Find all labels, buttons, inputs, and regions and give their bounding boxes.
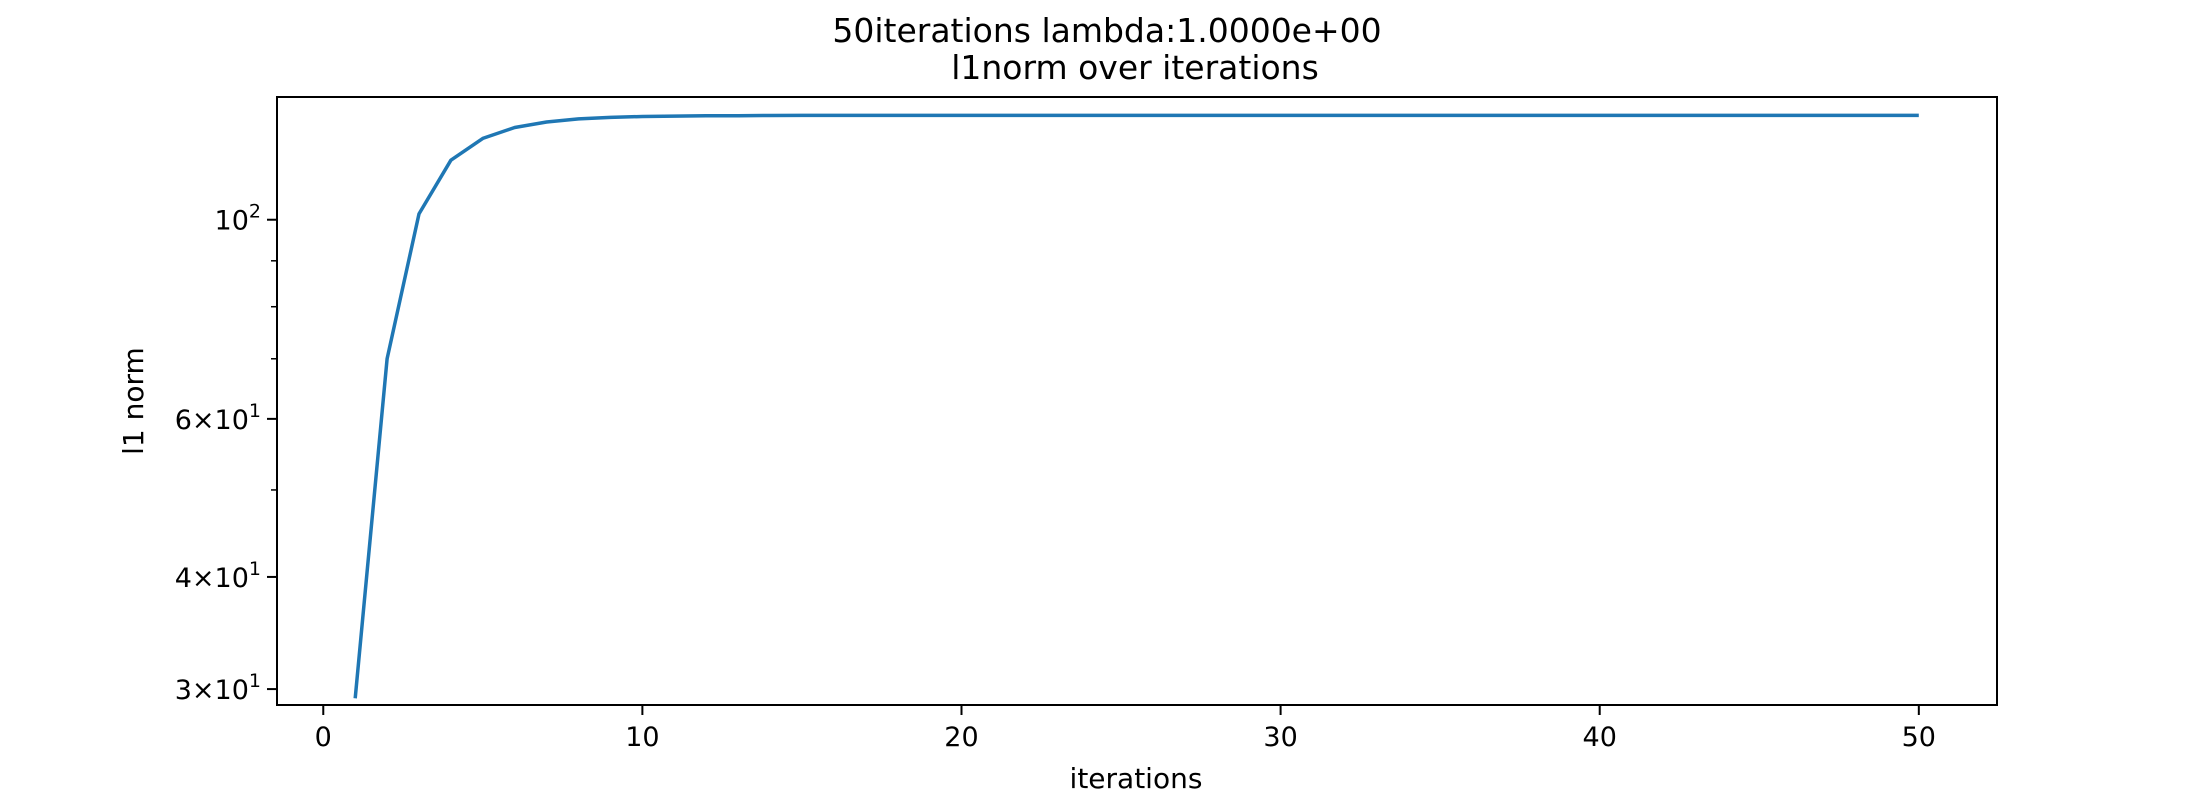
x-tick-label: 50 xyxy=(1902,722,1936,753)
y-tick-exponent: 1 xyxy=(249,670,261,692)
y-tick-label: 4×101 xyxy=(175,558,261,594)
x-tick-label: 20 xyxy=(944,722,978,753)
x-axis: 0 10 20 30 40 50 xyxy=(315,705,1936,753)
y-tick-label: 3×101 xyxy=(175,670,261,706)
y-tick-label: 6×101 xyxy=(175,400,261,436)
y-tick-label: 102 xyxy=(215,201,261,237)
y-tick-base: 6×10 xyxy=(175,405,249,436)
y-axis-label: l1 norm xyxy=(117,347,150,455)
chart-subtitle: l1norm over iterations xyxy=(951,48,1319,87)
series-line xyxy=(353,113,1919,699)
y-tick-base: 4×10 xyxy=(175,563,249,594)
chart-title: 50iterations lambda:1.0000e+00 xyxy=(832,11,1381,50)
plot-frame xyxy=(276,96,1998,706)
y-tick-exponent: 1 xyxy=(249,400,261,422)
y-tick-base: 3×10 xyxy=(175,675,249,706)
y-tick-base: 10 xyxy=(215,206,249,237)
x-tick-label: 10 xyxy=(625,722,659,753)
y-tick-exponent: 2 xyxy=(249,201,261,223)
x-tick-label: 30 xyxy=(1263,722,1297,753)
x-axis-label: iterations xyxy=(1070,762,1203,795)
y-tick-exponent: 1 xyxy=(249,558,261,580)
x-tick-label: 0 xyxy=(315,722,332,753)
x-tick-label: 40 xyxy=(1583,722,1617,753)
